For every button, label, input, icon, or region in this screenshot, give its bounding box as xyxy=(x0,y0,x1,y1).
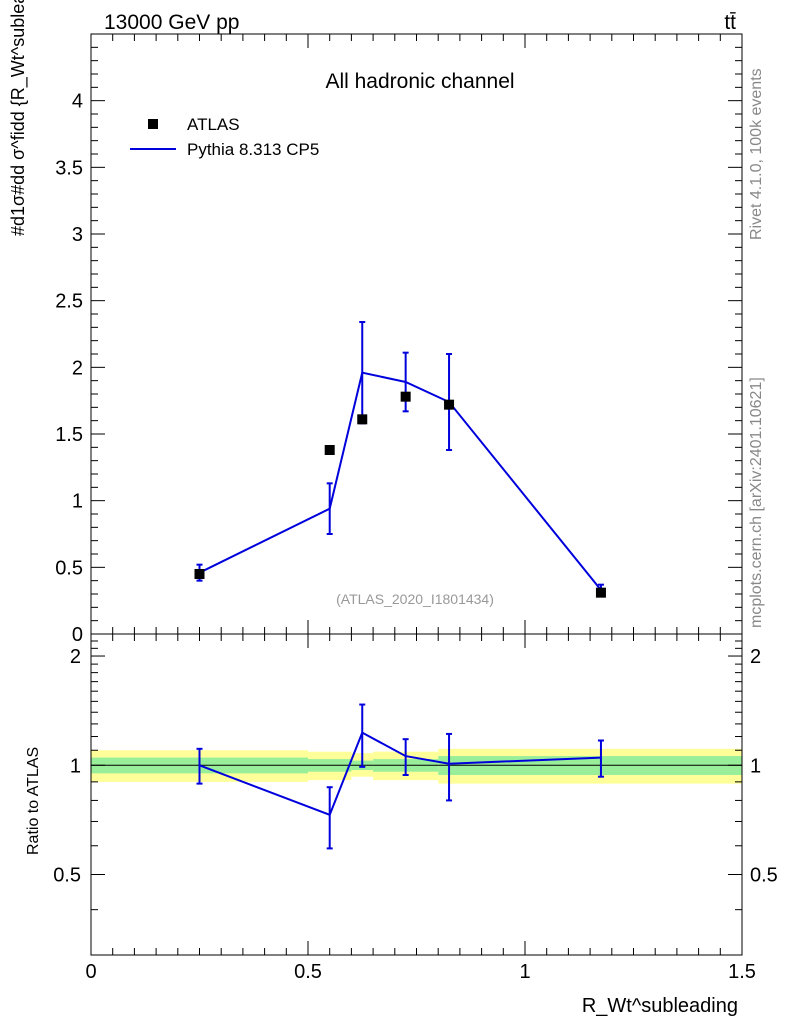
ratio-mc-line xyxy=(199,731,601,817)
y-tick-label: 0.5 xyxy=(55,557,83,579)
y-tick-label: 2.5 xyxy=(55,291,83,313)
y-tick-label: 3 xyxy=(72,224,83,246)
chart-title: All hadronic channel xyxy=(325,70,514,93)
legend-marker-atlas xyxy=(148,119,158,129)
energy-label: 13000 GeV pp xyxy=(104,11,239,34)
data-point xyxy=(444,399,455,410)
legend-label-mc: Pythia 8.313 CP5 xyxy=(187,140,319,159)
process-label: tt̄ xyxy=(724,11,736,34)
ratio-y-tick-label-right: 0.5 xyxy=(750,864,778,886)
ratio-frame xyxy=(90,633,743,956)
y-tick-label: 0 xyxy=(72,624,83,646)
y-tick-label: 1.5 xyxy=(55,424,83,446)
data-point xyxy=(595,587,606,598)
data-point xyxy=(357,414,368,425)
ratio-y-axis-label: Ratio to ATLAS xyxy=(25,747,42,855)
x-tick-label: 1 xyxy=(519,961,530,983)
x-tick-label: 0 xyxy=(85,961,96,983)
y-tick-label: 3.5 xyxy=(55,157,83,179)
ratio-plot: 0.5 0.5 1 1 2 2 0 0.5 1 1.5 Ratio to ATLAS R_Wt^sub… xyxy=(25,633,778,1017)
rivet-label: Rivet 4.1.0, 100k events xyxy=(748,68,765,240)
main-plot: 0 0.5 1 1.5 2 2.5 3 3.5 4 All hadronic channel (AT… xyxy=(8,0,743,646)
ratio-y-tick-label-left: 0.5 xyxy=(53,864,81,886)
ratio-y-tick-label-left: 2 xyxy=(70,646,81,668)
ratio-y-tick-label-right: 2 xyxy=(750,646,761,668)
data-point xyxy=(400,391,411,402)
watermark: (ATLAS_2020_I1801434) xyxy=(336,591,494,607)
y-tick-label: 1 xyxy=(72,491,83,513)
y-axis-label: #d1σ#dd σ^fidd {R_Wt^subleading} xyxy=(8,0,29,236)
mc-line xyxy=(199,371,602,591)
legend-label-atlas: ATLAS xyxy=(187,115,240,134)
x-tick-label: 1.5 xyxy=(728,961,756,983)
ratio-y-tick-label-right: 1 xyxy=(750,755,761,777)
ratio-y-tick-label-left: 1 xyxy=(70,755,81,777)
mcplots-label: mcplots.cern.ch [arXiv:2401.10621] xyxy=(748,377,765,628)
x-tick-label: 0.5 xyxy=(294,961,322,983)
y-tick-label: 2 xyxy=(72,357,83,379)
data-point xyxy=(324,445,335,455)
x-axis-label: R_Wt^subleading xyxy=(582,995,738,1017)
data-point xyxy=(194,569,205,579)
y-tick-label: 4 xyxy=(72,91,83,113)
